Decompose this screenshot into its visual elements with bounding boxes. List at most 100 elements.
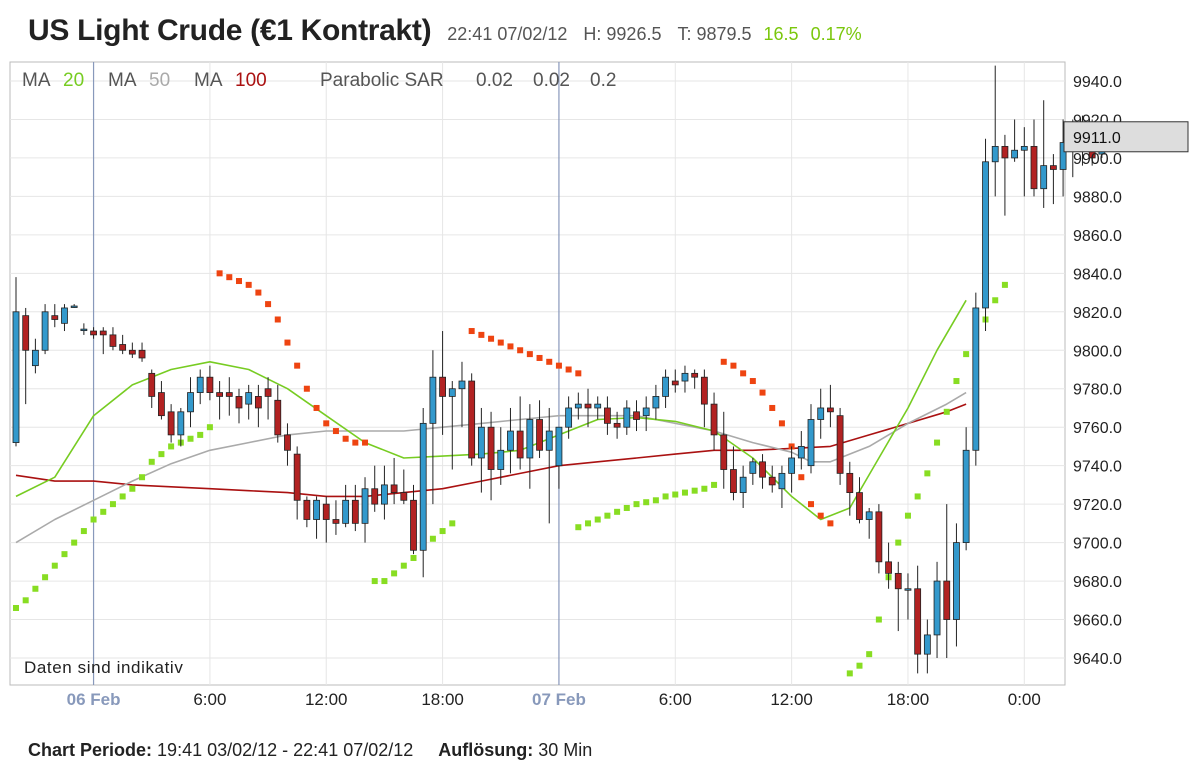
sar-dot-bear: [817, 512, 824, 519]
candle-body-down: [22, 315, 30, 351]
y-tick-label: 9860.0: [1073, 228, 1122, 245]
sar-dot-bull: [22, 597, 29, 604]
legend-ma100-label: MA: [194, 70, 223, 91]
sar-dot-bear: [749, 378, 756, 385]
sar-dot-bear: [468, 328, 475, 335]
sar-dot-bear: [313, 404, 320, 411]
candle-body-down: [284, 434, 291, 451]
sar-dot-bull: [100, 508, 107, 515]
sar-dot-bear: [255, 289, 262, 296]
sar-dot-bear: [245, 281, 252, 288]
y-tick-label: 9740.0: [1073, 459, 1122, 476]
candle-body-down: [720, 434, 728, 470]
candle-body-up: [448, 388, 456, 397]
legend-ma100-period: 100: [235, 70, 267, 91]
sar-dot-bull: [691, 487, 698, 494]
candle-body-up: [196, 376, 204, 393]
sar-dot-bear: [565, 366, 572, 373]
candle-body-down: [516, 430, 524, 459]
sar-dot-bull: [652, 497, 659, 504]
candle-body-up: [245, 392, 253, 405]
sar-dot-bull: [895, 539, 902, 546]
candle-body-down: [99, 330, 107, 336]
legend-sar-label: Parabolic SAR: [320, 70, 444, 91]
sar-dot-bull: [381, 578, 388, 585]
sar-dot-bull: [866, 651, 873, 658]
sar-dot-bear: [798, 474, 805, 481]
candle-body-up: [681, 372, 689, 382]
x-tick-label: 12:00: [305, 690, 348, 709]
candle-body-up: [526, 419, 534, 459]
last-price-label: 9911.0: [1073, 130, 1121, 147]
plot-area: [9, 61, 1066, 686]
candle-body-down: [390, 484, 398, 493]
sar-dot-bull: [80, 528, 87, 535]
sar-dot-bull: [662, 493, 669, 500]
sar-dot-bull: [681, 489, 688, 496]
sar-dot-bull: [129, 485, 136, 492]
header-low: T: 9879.5: [677, 24, 752, 44]
candle-body-down: [109, 334, 117, 347]
candle-body-up: [507, 430, 514, 451]
sar-dot-bull: [158, 451, 165, 458]
sar-dot-bull: [139, 474, 146, 481]
candle-body-down: [700, 376, 708, 405]
candle-body-down: [827, 407, 834, 413]
y-tick-label: 9680.0: [1073, 574, 1122, 591]
candle-body-down: [536, 419, 543, 451]
sar-dot-bull: [953, 378, 960, 385]
candle-body-up: [419, 422, 427, 551]
sar-dot-bull: [711, 481, 718, 488]
y-tick-label: 9940.0: [1073, 74, 1122, 91]
candle-body-up: [923, 634, 931, 655]
sar-dot-bear: [284, 339, 291, 346]
candle-body-up: [953, 542, 960, 620]
candle-body-down: [332, 519, 340, 524]
sar-dot-bear: [720, 358, 727, 365]
candle-body-down: [167, 411, 175, 436]
resolution-label: Auflösung:: [438, 740, 534, 760]
candle-body-up: [778, 472, 786, 490]
resolution-value: 30 Min: [538, 740, 593, 760]
candle-body-up: [817, 407, 825, 420]
candle-body-down: [759, 461, 766, 478]
sar-dot-bear: [235, 278, 242, 285]
candle-body-up: [1040, 165, 1048, 190]
sar-dot-bull: [13, 604, 19, 611]
y-tick-label: 9640.0: [1073, 651, 1122, 668]
sar-dot-bull: [206, 424, 213, 431]
candle-body-down: [1030, 145, 1038, 190]
sar-dot-bull: [963, 351, 970, 358]
sar-dot-bull: [119, 493, 126, 500]
x-axis: 06 Feb 6:00 12:00 18:00 07 Feb 6:00 12:00 18:00…: [67, 690, 1041, 709]
indicative-note: Daten sind indikativ: [24, 658, 183, 677]
sar-dot-bull: [623, 504, 630, 511]
candle-body-down: [410, 499, 417, 551]
y-tick-label: 9660.0: [1073, 613, 1122, 630]
y-tick-label: 9760.0: [1073, 420, 1122, 437]
x-tick-label: 6:00: [193, 690, 226, 709]
sar-dot-bull: [914, 493, 921, 500]
candle-body-up: [477, 426, 485, 459]
candle-body-down: [206, 376, 214, 393]
candle-body-up: [962, 449, 970, 543]
chart-footer: Chart Periode: 19:41 03/02/12 - 22:41 07…: [28, 740, 592, 761]
sar-dot-bear: [226, 274, 233, 281]
candle-body-down: [487, 426, 495, 470]
candle-body-up: [788, 457, 796, 474]
candle-body-down: [604, 407, 611, 424]
sar-dot-bear: [332, 428, 339, 435]
candle-body-down: [691, 372, 699, 378]
candle-body-up: [574, 403, 582, 409]
sar-dot-bull: [168, 443, 175, 450]
sar-dot-bear: [352, 439, 359, 446]
candle-body-up: [865, 511, 873, 520]
y-tick-label: 9840.0: [1073, 266, 1122, 283]
candle-body-down: [148, 372, 156, 397]
candle-body-up: [662, 376, 669, 397]
candle-body-down: [119, 344, 127, 351]
last-price-box: [1063, 121, 1189, 153]
sar-dot-bull: [924, 470, 931, 477]
candle-body-up: [12, 311, 20, 443]
legend-ma50-label: MA: [108, 70, 137, 91]
